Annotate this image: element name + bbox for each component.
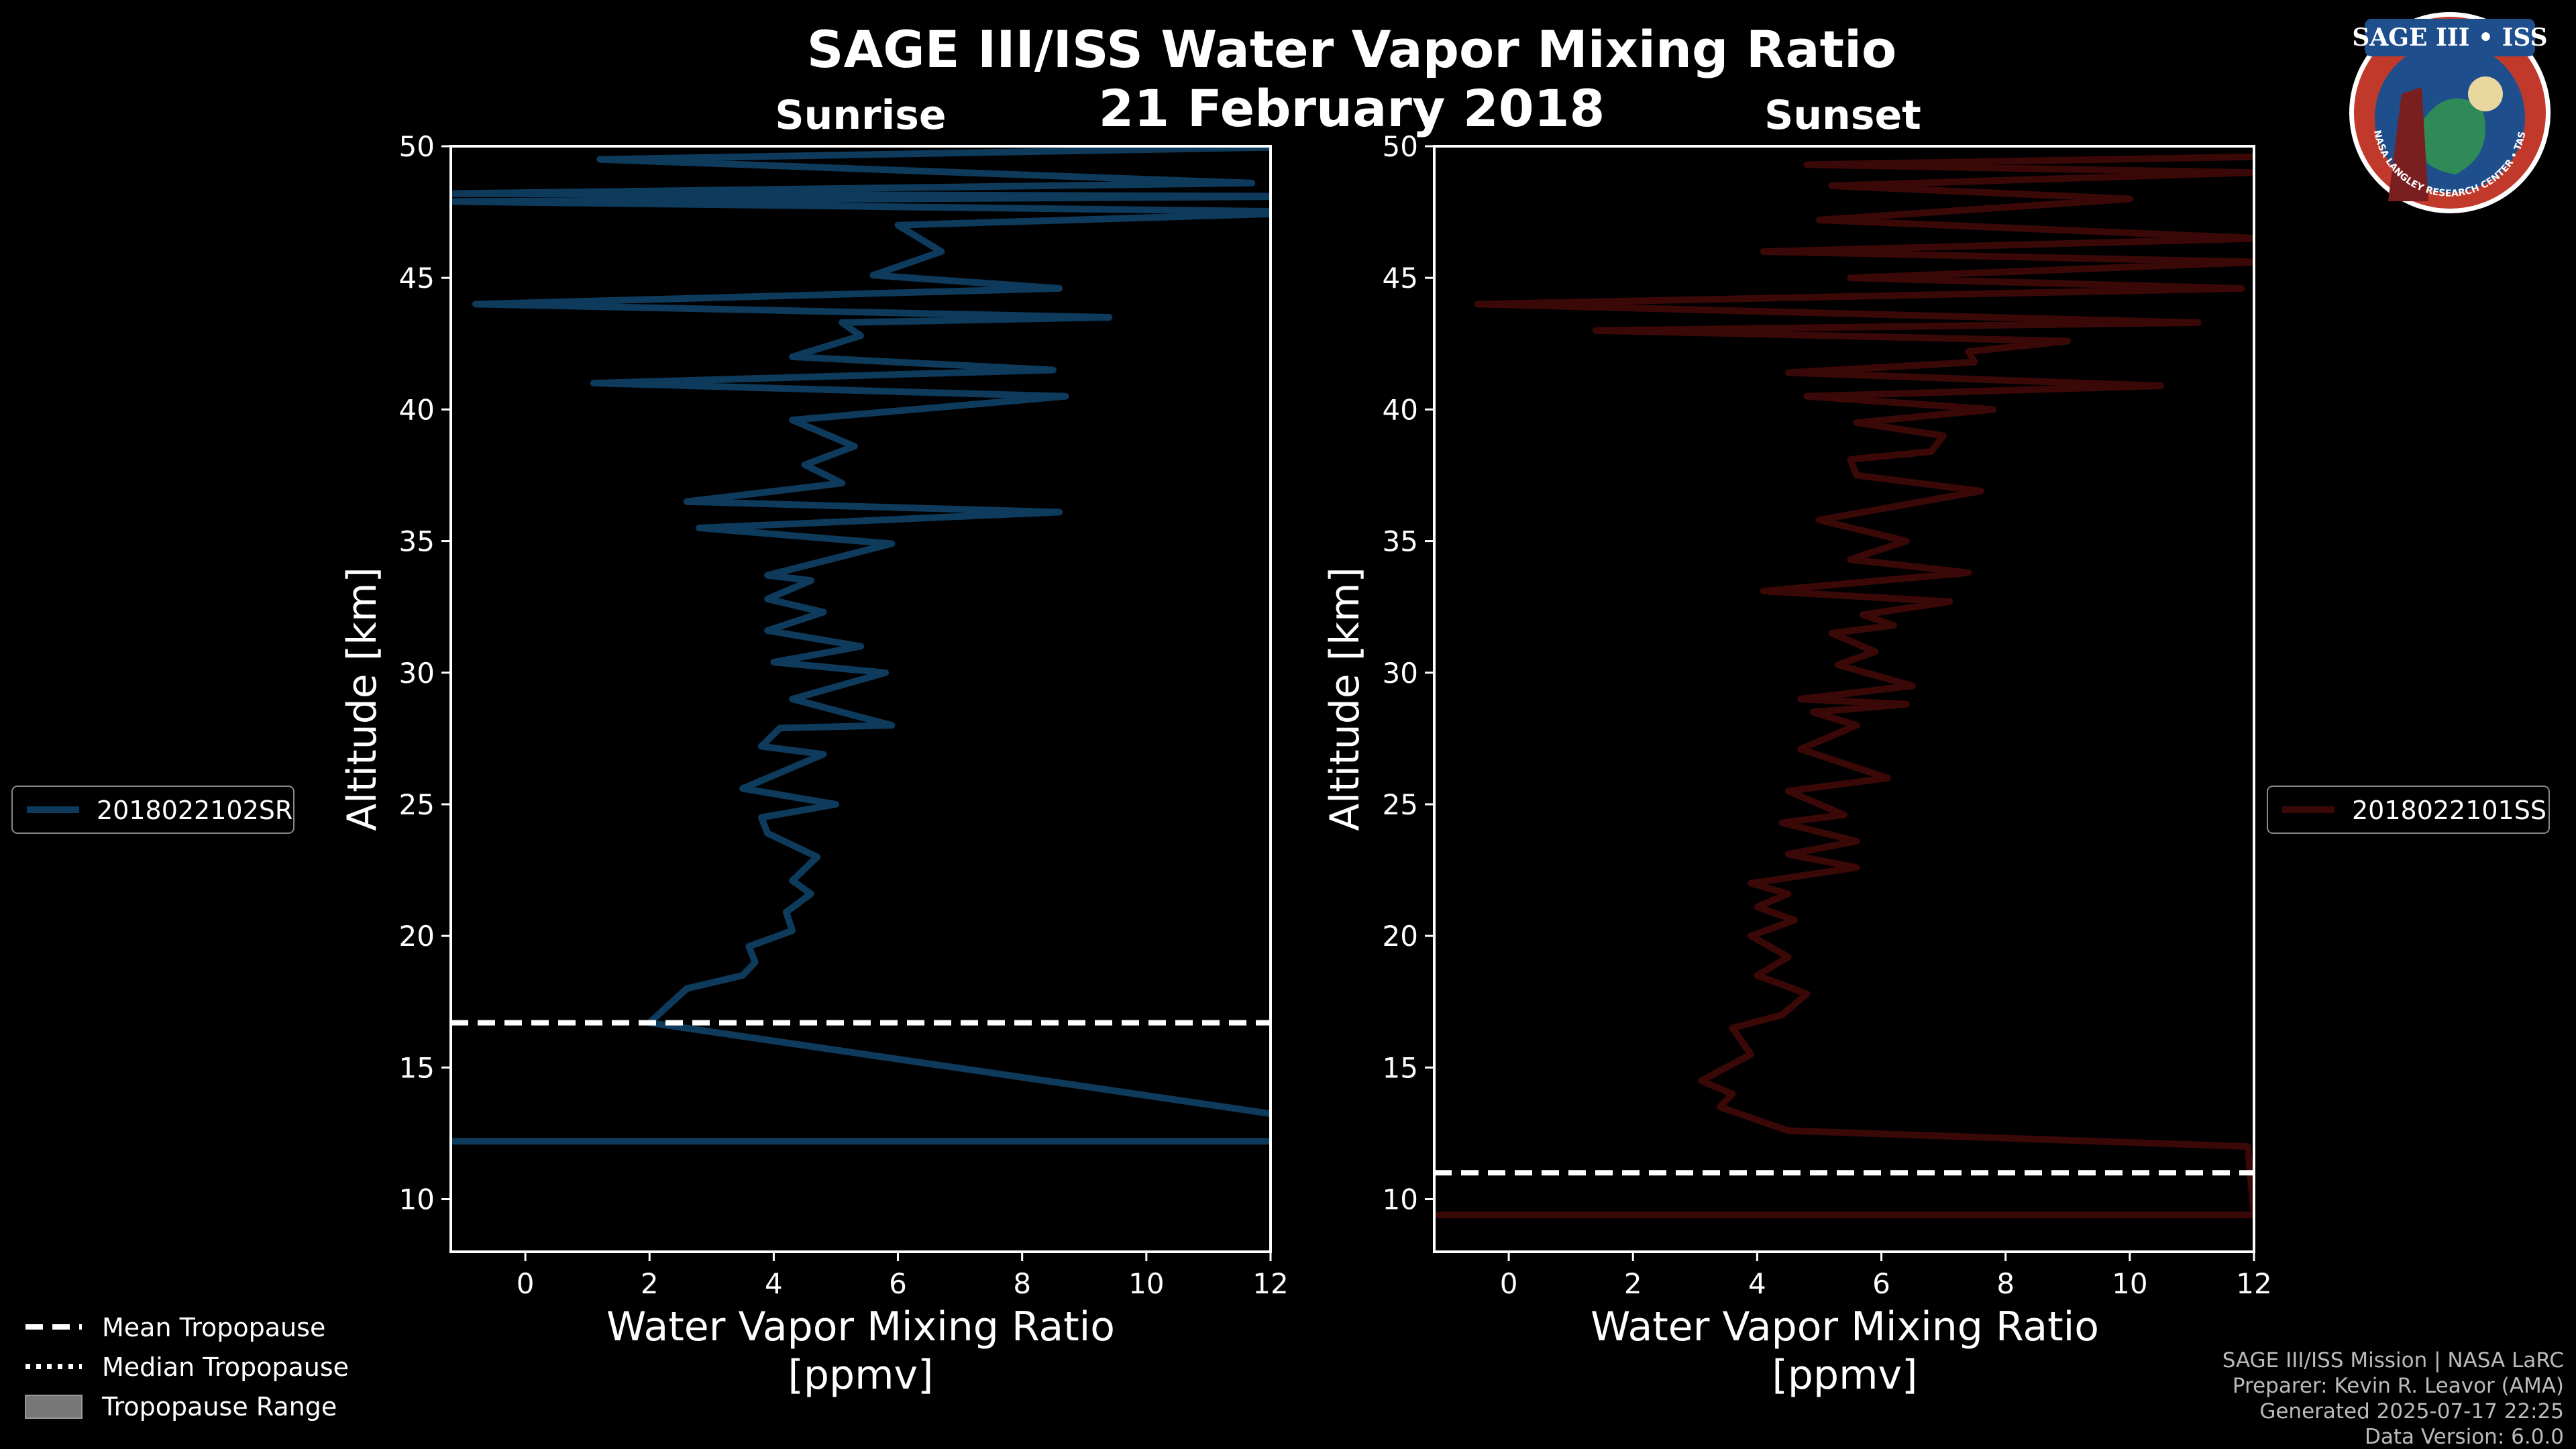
- sunrise-y-tick-label: 45: [399, 262, 435, 294]
- sunrise-y-tick-label: 40: [399, 393, 435, 426]
- sunset-y-tick-label: 35: [1383, 525, 1418, 558]
- sunset-x-tick-label: 6: [1872, 1267, 1890, 1300]
- sunrise-y-tick-label: 25: [399, 788, 435, 821]
- credit-line-3: Generated 2025-07-17 22:25: [2259, 1399, 2564, 1424]
- sunrise-x-axis-label-line2: [ppmv]: [788, 1352, 934, 1399]
- logo-text: SAGE III • ISS: [2352, 23, 2547, 52]
- sunrise-y-axis-label: Altitude [km]: [339, 567, 386, 831]
- sunset-series-line: [1434, 153, 2254, 1219]
- sunset-y-tick-label: 20: [1383, 920, 1418, 953]
- sunset-plot-frame: [1433, 145, 2255, 1253]
- tropopause-legend: Mean Tropopause Median Tropopause Tropop…: [25, 1313, 349, 1421]
- sunset-legend-frame: [2267, 786, 2550, 834]
- credit-line-1: SAGE III/ISS Mission | NASA LaRC: [2222, 1348, 2564, 1373]
- sunrise-panel: Altitude [km] Water Vapor Mixing Ratio […: [339, 130, 1289, 1399]
- sunset-x-axis-label-line2: [ppmv]: [1772, 1352, 1918, 1399]
- sunrise-x-tick-label: 10: [1128, 1267, 1164, 1300]
- sunrise-x-tick-label: 12: [1252, 1267, 1288, 1300]
- sunset-y-tick-label: 15: [1383, 1051, 1418, 1084]
- sunrise-y-tick-label: 35: [399, 525, 435, 558]
- sunrise-legend-frame: [11, 786, 294, 834]
- logo-figure: [2388, 87, 2428, 201]
- sunset-y-tick-label: 10: [1383, 1183, 1418, 1216]
- sunset-y-tick-label: 45: [1383, 262, 1418, 294]
- sunset-y-axis-label: Altitude [km]: [1322, 567, 1368, 831]
- sunset-legend-label: 2018022101SS: [2352, 796, 2546, 825]
- sunset-x-tick-label: 8: [1996, 1267, 2015, 1300]
- sunrise-legend: 2018022102SR: [11, 786, 294, 834]
- sunrise-x-tick-label: 2: [641, 1267, 659, 1300]
- sunrise-y-tick-label: 20: [399, 920, 435, 953]
- sunset-x-tick-label: 12: [2236, 1267, 2271, 1300]
- figure-date: 21 February 2018: [1099, 78, 1605, 138]
- sunrise-x-tick-label: 8: [1013, 1267, 1031, 1300]
- sunset-panel: Altitude [km] Water Vapor Mixing Ratio […: [1322, 130, 2272, 1399]
- credits: SAGE III/ISS Mission | NASA LaRC Prepare…: [2222, 1348, 2564, 1449]
- logo-earth: [2415, 98, 2485, 174]
- sunset-x-axis-label-line1: Water Vapor Mixing Ratio: [1591, 1303, 2099, 1350]
- sunset-x-tick-label: 10: [2112, 1267, 2147, 1300]
- sunrise-x-tick-label: 6: [889, 1267, 907, 1300]
- tropopause-range-label: Tropopause Range: [101, 1392, 337, 1421]
- sunrise-y-tick-label: 50: [399, 130, 435, 163]
- sunrise-x-tick-label: 4: [765, 1267, 783, 1300]
- median-tropopause-label: Median Tropopause: [102, 1352, 349, 1382]
- logo-moon: [2468, 76, 2503, 111]
- sunrise-subtitle: Sunrise: [775, 92, 946, 139]
- figure-title: SAGE III/ISS Water Vapor Mixing Ratio: [807, 19, 1897, 79]
- mean-tropopause-label: Mean Tropopause: [102, 1313, 325, 1342]
- sunrise-x-axis-label-line1: Water Vapor Mixing Ratio: [606, 1303, 1115, 1350]
- sunrise-y-tick-label: 10: [399, 1183, 435, 1216]
- sunrise-y-tick-label: 15: [399, 1051, 435, 1084]
- tropopause-range-swatch: [25, 1395, 83, 1419]
- logo-banner: [2365, 19, 2535, 56]
- sunset-subtitle: Sunset: [1764, 92, 1921, 139]
- sunrise-plot-frame: [449, 145, 1272, 1253]
- sunset-y-tick-label: 25: [1383, 788, 1418, 821]
- sunrise-legend-label: 2018022102SR: [97, 796, 292, 825]
- sunset-y-tick-label: 30: [1383, 657, 1418, 690]
- credit-line-2: Preparer: Kevin R. Leavor (AMA): [2233, 1374, 2564, 1398]
- credit-line-4: Data Version: 6.0.0: [2365, 1425, 2564, 1449]
- sunset-x-tick-label: 2: [1624, 1267, 1642, 1300]
- sunrise-series-line: [451, 146, 1271, 1145]
- sunset-x-tick-label: 0: [1500, 1267, 1518, 1300]
- sunrise-x-tick-label: 0: [517, 1267, 535, 1300]
- sunset-x-tick-label: 4: [1748, 1267, 1766, 1300]
- sunset-legend: 2018022101SS: [2267, 786, 2550, 834]
- sunset-y-tick-label: 50: [1383, 130, 1418, 163]
- sunrise-y-tick-label: 30: [399, 657, 435, 690]
- sunset-y-tick-label: 40: [1383, 393, 1418, 426]
